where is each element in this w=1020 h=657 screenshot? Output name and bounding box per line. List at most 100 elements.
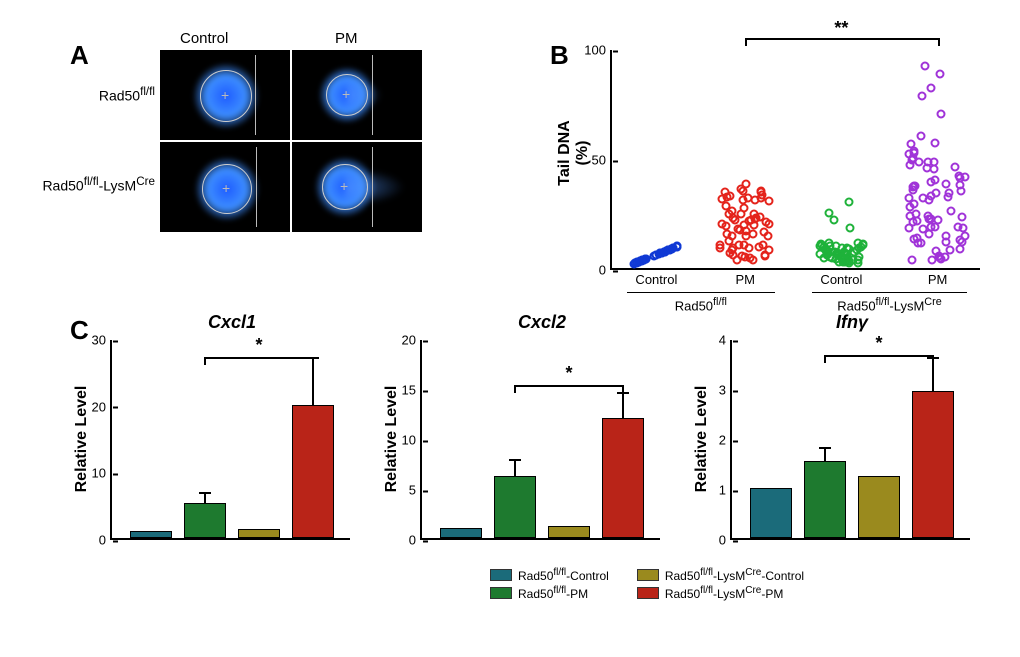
scatter-point [942,179,951,188]
legend-label: Rad50fl/fl-PM [518,585,588,601]
scatter-point [738,195,747,204]
scatter-point [725,191,734,200]
chart-b: Tail DNA (%) 050100ControlPMControlPMRad… [610,50,980,270]
scatter-point [932,247,941,256]
scatter-point [931,139,940,148]
bar [804,461,846,539]
chart-c-title: Ifnγ [836,312,868,333]
panel-a-row-label-1: Rad50fl/fl-LysMCre [20,175,155,194]
scatter-point [923,212,932,221]
scatter-point [937,110,946,119]
chart-b-ylabel-line1: Tail DNA [556,120,573,185]
chart-c-ylabel: Relative Level [73,379,91,499]
scatter-point [917,238,926,247]
scatter-point [727,232,736,241]
bar [238,529,280,538]
scatter-point [950,163,959,172]
chart-c-title: Cxcl1 [208,312,256,333]
scatter-point [831,254,840,263]
scatter-point [741,227,750,236]
chart-c: Cxcl2Relative Level05101520* [420,340,660,540]
chart-c-ytick: 10 [92,466,112,481]
scatter-point [946,206,955,215]
figure-root: A Control PM Rad50fl/fl Rad50fl/fl-LysMC… [20,20,1000,637]
panel-a-grid: ++++ [160,50,422,232]
bar [130,531,172,538]
scatter-point [722,221,731,230]
scatter-point [764,197,773,206]
scatter-point [741,253,750,262]
comet-cell: + [160,50,290,140]
legend-swatch [490,587,512,599]
scatter-point [740,204,749,213]
scatter-point [920,61,929,70]
scatter-point [909,181,918,190]
scatter-point [749,220,758,229]
chart-b-ytick: 100 [584,43,612,58]
legend-label: Rad50fl/fl-LysMCre-Control [665,567,804,583]
scatter-point [818,240,827,249]
scatter-point [838,243,847,252]
chart-b-ylabel: Tail DNA (%) [556,113,592,193]
bar [494,476,536,538]
legend-swatch [490,569,512,581]
scatter-point [927,191,936,200]
chart-b-ytick: 0 [599,263,612,278]
scatter-point [917,92,926,101]
scatter-point [846,224,855,233]
scatter-point [908,255,917,264]
scatter-point [957,213,966,222]
legend-label: Rad50fl/fl-Control [518,567,609,583]
panel-c-label: C [70,315,89,346]
scatter-point [926,83,935,92]
scatter-point [931,223,940,232]
chart-c-ytick: 30 [92,333,112,348]
bar [440,528,482,538]
scatter-point [931,176,940,185]
scatter-point [927,255,936,264]
comet-cell: + [292,50,422,140]
scatter-point [727,206,736,215]
scatter-point [917,132,926,141]
chart-c-ylabel: Relative Level [383,379,401,499]
chart-c: Cxcl1Relative Level0102030* [110,340,350,540]
comet-cell: + [160,142,290,232]
scatter-point [935,70,944,79]
chart-c-ytick: 0 [99,533,112,548]
legend-item: Rad50fl/fl-PM [490,585,609,601]
scatter-point [907,139,916,148]
chart-c-ytick: 10 [402,433,422,448]
panel-b-label: B [550,40,569,71]
chart-c-ytick: 1 [719,483,732,498]
scatter-point [956,181,965,190]
chart-c-ytick: 5 [409,483,422,498]
scatter-point [740,240,749,249]
scatter-point [844,198,853,207]
legend-item: Rad50fl/fl-LysMCre-Control [637,567,804,583]
scatter-point [756,187,765,196]
scatter-point [759,227,768,236]
legend-swatch [637,587,659,599]
chart-c-title: Cxcl2 [518,312,566,333]
scatter-point [957,237,966,246]
scatter-point [854,255,863,264]
scatter-point [945,189,954,198]
bar [548,526,590,538]
legend-swatch [637,569,659,581]
scatter-point [919,225,928,234]
scatter-point [760,251,769,260]
scatter-point [958,224,967,233]
chart-b-xtick: Control [820,268,862,287]
panel-a-col-header-0: Control [180,30,228,47]
scatter-point [941,231,950,240]
chart-b-xtick: PM [735,268,755,287]
scatter-point [930,165,939,174]
legend-label: Rad50fl/fl-LysMCre-PM [665,585,784,601]
bar [858,476,900,539]
scatter-point [909,153,918,162]
chart-c-ytick: 15 [402,383,422,398]
chart-c-ytick: 4 [719,333,732,348]
chart-c-ytick: 3 [719,383,732,398]
scatter-point [913,217,922,226]
chart-b-ylabel-line2: (%) [574,141,591,166]
